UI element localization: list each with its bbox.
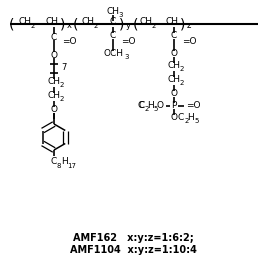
Text: C: C [178,113,184,123]
Text: 2: 2 [185,118,189,124]
Text: 3: 3 [125,54,129,60]
Text: (: ( [132,17,138,31]
Text: C: C [171,31,177,41]
Text: 2: 2 [31,23,35,29]
Text: z: z [187,21,191,30]
Text: 5: 5 [154,106,158,112]
Text: ): ) [119,17,125,31]
Text: CH: CH [48,91,61,101]
Text: 2: 2 [180,66,184,72]
Text: CH: CH [18,18,32,26]
Text: C: C [110,18,116,26]
Text: C: C [110,31,116,41]
Text: CH: CH [45,18,58,26]
Text: H: H [148,101,154,111]
Text: (: ( [73,17,79,31]
Text: O: O [171,90,178,99]
Text: O: O [156,101,163,111]
Text: 2: 2 [145,106,149,112]
Text: O: O [50,51,57,59]
Text: =O: =O [62,37,77,46]
Text: =O: =O [182,36,197,46]
Text: CH: CH [107,8,120,17]
Text: CH: CH [167,75,180,85]
Text: y: y [125,21,131,30]
Text: AMF1104  x:y:z=1:10:4: AMF1104 x:y:z=1:10:4 [70,245,197,255]
Text: CH: CH [167,62,180,70]
Text: 3: 3 [119,12,123,18]
Text: C: C [51,157,57,166]
Text: H: H [61,157,67,166]
Text: 2: 2 [94,23,98,29]
Text: 2: 2 [180,80,184,86]
Text: ): ) [60,17,66,31]
Text: ): ) [180,17,186,31]
Text: (: ( [9,17,15,31]
Text: AMF162   x:y:z=1:6:2;: AMF162 x:y:z=1:6:2; [73,233,193,243]
Text: 8: 8 [57,163,61,169]
Text: 2: 2 [60,96,64,102]
Text: CH: CH [139,18,152,26]
Text: P: P [171,101,177,111]
Text: x: x [66,21,72,30]
Text: 17: 17 [68,163,77,169]
Text: 7: 7 [61,63,66,73]
Text: =O: =O [121,36,135,46]
Text: =O: =O [186,101,201,111]
Text: H: H [188,113,194,123]
Text: CH: CH [81,18,95,26]
Text: C: C [51,32,57,41]
Text: O: O [50,106,57,114]
Text: CH: CH [166,18,179,26]
Text: O: O [171,113,178,123]
Text: CH: CH [48,78,61,86]
Text: O: O [171,50,178,58]
Text: 5: 5 [195,118,199,124]
Text: 2: 2 [60,82,64,88]
Text: C: C [139,101,145,111]
Text: C: C [138,101,144,111]
Text: OCH: OCH [103,50,123,58]
Text: 2: 2 [152,23,156,29]
